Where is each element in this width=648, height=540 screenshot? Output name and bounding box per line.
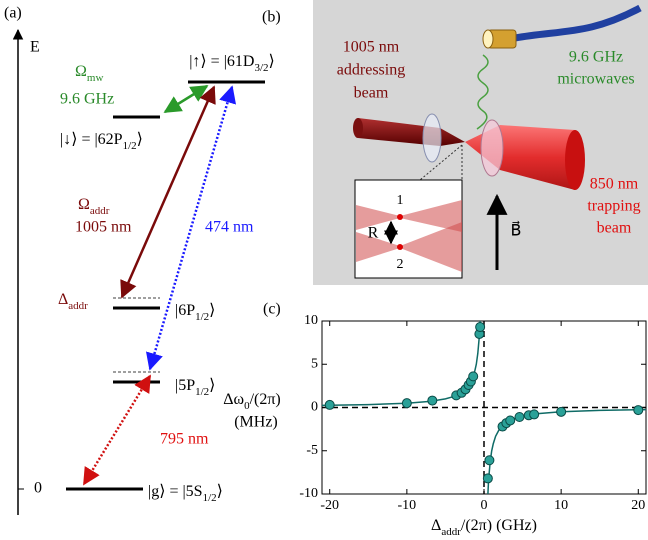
text-part: ⟩ [137,131,143,148]
label: Δaddr/(2π) (GHz) [431,517,537,538]
x-tick-label: -10 [398,498,417,513]
text-part: ⟩ [269,53,275,70]
text-part: Δω [223,391,244,408]
text-part: Δ [58,291,68,308]
lens-right [480,119,504,177]
beam-end [353,118,363,138]
label: |↑⟩ = |61D3/2⟩ [189,53,275,74]
label: (b) [262,9,281,26]
blue-arrow [145,85,237,371]
text-part: Ω [78,196,90,213]
text-part: ⟩ [217,483,223,500]
label: addressing [337,62,405,79]
subscript: 1/2 [195,386,209,398]
label: Δω0/(2π) [223,391,281,412]
label: beam [597,220,632,237]
label: 850 nm [590,176,639,193]
label: 1005 nm [75,219,132,236]
text-part: /(2π) (GHz) [461,517,537,534]
data-point [633,405,644,416]
text-part: |5P [175,377,195,394]
subscript: addr [68,300,88,312]
lens-left [422,113,442,163]
x-tick-label: -20 [320,498,339,513]
label: Ωmw [75,63,103,84]
text-part: /(2π) [250,391,281,408]
data-point [529,409,540,420]
microwave-wave [476,54,489,130]
setup-illustration [313,0,648,285]
x-tick-label: 20 [631,498,645,513]
data-point [401,398,412,409]
label: 0 [34,480,42,497]
label: 795 nm [160,431,209,448]
y-tick-label: 5 [311,356,318,371]
connector-end [482,29,494,49]
data-point [427,395,438,406]
text-part: Δ [431,517,441,534]
label: 1005 nm [343,39,400,56]
data-point [514,412,525,423]
label: microwaves [557,71,634,88]
subscript: addr [90,205,110,217]
data-point [556,406,567,417]
tweezer-1 [356,200,462,232]
trap-end [565,130,585,190]
label: 474 nm [205,219,254,236]
label: trapping [587,198,640,215]
text-part: |↓⟩ = |62P [60,131,123,148]
text-part: |↑⟩ = |61D [189,53,254,70]
data-point [475,322,486,333]
red-arrow [82,374,152,486]
tweezer-2 [356,222,462,272]
zoom-line [419,144,463,181]
label: beam [354,85,389,102]
label: (a) [4,5,22,22]
text-part: Ω [75,63,87,80]
subscript: 1/2 [195,311,209,323]
text-part: ⟩ [209,377,215,394]
label: 2 [397,257,404,272]
y-tick-label: -10 [299,486,318,501]
data-point [505,415,516,426]
label: (c) [263,301,281,318]
subscript: addr [441,526,461,538]
y-tick-label: 0 [311,400,318,415]
label: Ωaddr [78,196,110,217]
label: 9.6 GHz [60,91,114,108]
atom [397,214,403,220]
label: E [30,39,40,56]
label: (MHz) [234,414,278,431]
subscript: 1/2 [123,140,137,152]
x-tick-label: 0 [481,498,488,513]
atom [397,244,403,250]
subscript: 3/2 [254,62,268,74]
label: |6P1/2⟩ [175,302,215,323]
label: B⃗ [511,220,522,240]
label: |↓⟩ = |62P1/2⟩ [60,131,143,152]
y-tick-label: -5 [306,443,318,458]
data-point [324,399,335,410]
label: |g⟩ = |5S1/2⟩ [148,483,223,504]
subscript: mw [87,72,104,84]
label: Δaddr [58,291,88,312]
y-tick-label: 10 [304,313,318,328]
label: |5P1/2⟩ [175,377,215,398]
subscript: 1/2 [203,492,217,504]
mw-arrow [163,84,209,114]
cable [514,4,642,42]
subscript: 0 [244,400,250,412]
data-point [468,371,479,382]
x-tick-label: 10 [554,498,568,513]
label: 1 [397,193,404,208]
data-point [484,455,495,466]
label: R [368,225,379,242]
text-part: ⟩ [209,302,215,319]
label: 9.6 GHz [569,49,623,66]
data-point [482,473,493,484]
text-part: |g⟩ = |5S [148,483,203,500]
level-diagram [12,28,265,515]
text-part: |6P [175,302,195,319]
